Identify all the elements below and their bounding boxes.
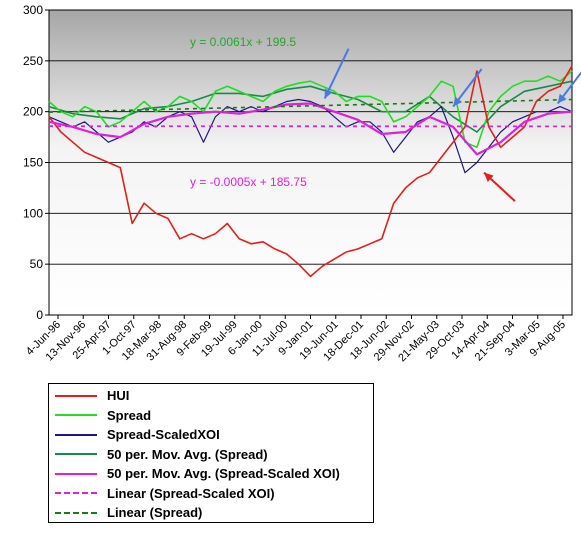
legend-entry-hui: HUI: [55, 386, 373, 406]
y-tick-label: 0: [36, 308, 43, 322]
annotation-arrow-head: [484, 172, 494, 182]
annotation-arrows: [323, 48, 581, 202]
series-line-linear-spread: [48, 98, 573, 113]
y-tick-label: 250: [23, 54, 43, 68]
trendline-equation-spread: y = 0.0061x + 199.5: [190, 35, 296, 49]
series-line-hui: [48, 65, 573, 278]
y-tick-label: 300: [23, 3, 43, 17]
annotation-arrow-shaft: [323, 48, 350, 99]
legend-entry-spread-scaled-xoi: Spread-ScaledXOI: [55, 425, 373, 445]
annotation-arrow-head: [324, 88, 333, 99]
legend-swatch: [55, 453, 97, 456]
legend-entry-mov-avg-spread-scaled-xoi: 50 per. Mov. Avg. (Spread-Scaled XOI): [55, 464, 373, 484]
legend-swatch: [55, 433, 97, 436]
chart-svg: 0 50 100 150 200 250 300 4-Jun-9613-Nov-9625-A…: [23, 3, 581, 364]
y-axis: 0 50 100 150 200 250 300: [23, 3, 49, 322]
legend-entry-spread: Spread: [55, 406, 373, 426]
legend-swatch: [55, 414, 97, 417]
legend-swatch: [55, 472, 97, 475]
legend-swatch: [55, 394, 97, 397]
series-line-50-per-mov-avg-spread-scaled-xoi: [48, 102, 573, 156]
annotation-arrow-head: [453, 96, 463, 107]
legend-label: Spread-ScaledXOI: [107, 427, 220, 443]
trendline-equation-spread-scaled-xoi: y = -0.0005x + 185.75: [190, 175, 307, 189]
legend-label: Linear (Spread): [107, 505, 203, 521]
legend-swatch: [55, 492, 97, 495]
legend-label: Linear (Spread-Scaled XOI): [107, 485, 275, 501]
annotation-arrow-head: [557, 93, 567, 104]
legend-entry-linear-spread: Linear (Spread): [55, 503, 373, 523]
legend-swatch: [55, 511, 97, 514]
legend-label: 50 per. Mov. Avg. (Spread-Scaled XOI): [107, 466, 340, 482]
series-group: [48, 65, 573, 278]
gridlines: [49, 60, 572, 265]
legend-label: Spread: [107, 407, 152, 423]
x-axis: 4-Jun-9613-Nov-9625-Apr-971-Oct-9718-Mar…: [24, 315, 568, 364]
legend-label: 50 per. Mov. Avg. (Spread): [107, 446, 268, 462]
legend-entry-linear-spread-scaled-xoi: Linear (Spread-Scaled XOI): [55, 484, 373, 504]
y-tick-label: 100: [23, 206, 43, 220]
legend-label: HUI: [107, 388, 130, 404]
legend-entry-mov-avg-spread: 50 per. Mov. Avg. (Spread): [55, 445, 373, 465]
y-tick-label: 200: [23, 105, 43, 119]
y-tick-label: 150: [23, 156, 43, 170]
series-line-spread: [48, 70, 573, 149]
y-tick-label: 50: [30, 257, 44, 271]
legend: HUI Spread Spread-ScaledXOI 50 per. Mov.…: [48, 383, 374, 523]
